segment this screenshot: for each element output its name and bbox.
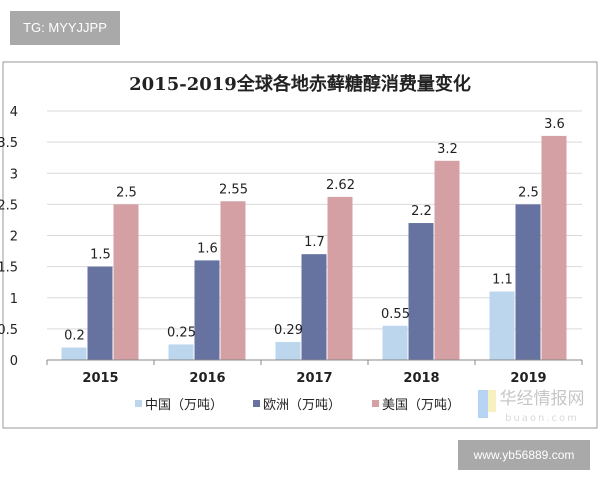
x-tick-label: 2019 bbox=[510, 371, 546, 386]
data-label: 0.29 bbox=[274, 323, 303, 338]
data-label: 0.55 bbox=[381, 307, 410, 322]
bar bbox=[489, 291, 515, 360]
y-tick-label: 3.5 bbox=[0, 136, 18, 151]
bar bbox=[61, 347, 87, 360]
watermark-logo bbox=[478, 390, 488, 418]
legend-swatch bbox=[372, 400, 379, 407]
bar bbox=[434, 160, 460, 360]
bar bbox=[301, 254, 327, 360]
bar bbox=[515, 204, 541, 360]
legend-label: 美国（万吨） bbox=[382, 398, 460, 413]
data-label: 1.7 bbox=[304, 235, 325, 250]
data-label: 2.5 bbox=[518, 185, 539, 200]
chart-title: 2015-2019全球各地赤藓糖醇消费量变化 bbox=[129, 73, 471, 95]
data-label: 2.2 bbox=[411, 204, 432, 219]
watermark-cn: 华经情报网 bbox=[500, 389, 585, 409]
data-label: 2.55 bbox=[219, 182, 248, 197]
bar bbox=[220, 201, 246, 360]
x-tick-label: 2015 bbox=[82, 371, 118, 386]
y-tick-label: 1 bbox=[10, 292, 18, 307]
y-tick-label: 0 bbox=[10, 354, 18, 369]
x-tick-label: 2018 bbox=[403, 371, 439, 386]
legend-swatch bbox=[135, 400, 142, 407]
bar bbox=[327, 196, 353, 360]
bar bbox=[113, 204, 139, 360]
bar bbox=[168, 344, 194, 360]
y-tick-label: 4 bbox=[10, 105, 18, 120]
bar bbox=[541, 135, 567, 360]
y-tick-label: 2.5 bbox=[0, 198, 18, 213]
bar bbox=[194, 260, 220, 360]
y-tick-label: 1.5 bbox=[0, 261, 18, 276]
data-label: 3.2 bbox=[437, 142, 458, 157]
data-label: 1.1 bbox=[492, 273, 513, 288]
data-label: 3.6 bbox=[544, 117, 565, 132]
bar bbox=[87, 266, 113, 360]
x-tick-label: 2017 bbox=[296, 371, 332, 386]
legend-label: 中国（万吨） bbox=[145, 398, 223, 413]
data-label: 0.2 bbox=[64, 329, 85, 344]
x-tick-label: 2016 bbox=[189, 371, 225, 386]
watermark: 华经情报网 buaon.com bbox=[478, 389, 585, 424]
top-tag-label: TG: MYYJJPP bbox=[10, 11, 120, 45]
bar bbox=[275, 341, 301, 360]
y-tick-label: 2 bbox=[10, 230, 18, 245]
y-tick-label: 3 bbox=[10, 167, 18, 182]
watermark-en: buaon.com bbox=[505, 413, 579, 424]
y-tick-label: 0.5 bbox=[0, 323, 18, 338]
data-label: 1.6 bbox=[197, 241, 218, 256]
bar bbox=[382, 325, 408, 360]
bar bbox=[408, 223, 434, 360]
legend-label: 欧洲（万吨） bbox=[263, 398, 341, 413]
watermark-logo bbox=[488, 390, 496, 412]
data-label: 1.5 bbox=[90, 248, 111, 263]
data-label: 2.5 bbox=[116, 185, 137, 200]
legend-swatch bbox=[253, 400, 260, 407]
site-url-label: www.yb56889.com bbox=[458, 440, 590, 470]
data-label: 0.25 bbox=[167, 325, 196, 340]
data-label: 2.62 bbox=[326, 178, 355, 193]
chart-frame bbox=[2, 61, 598, 429]
